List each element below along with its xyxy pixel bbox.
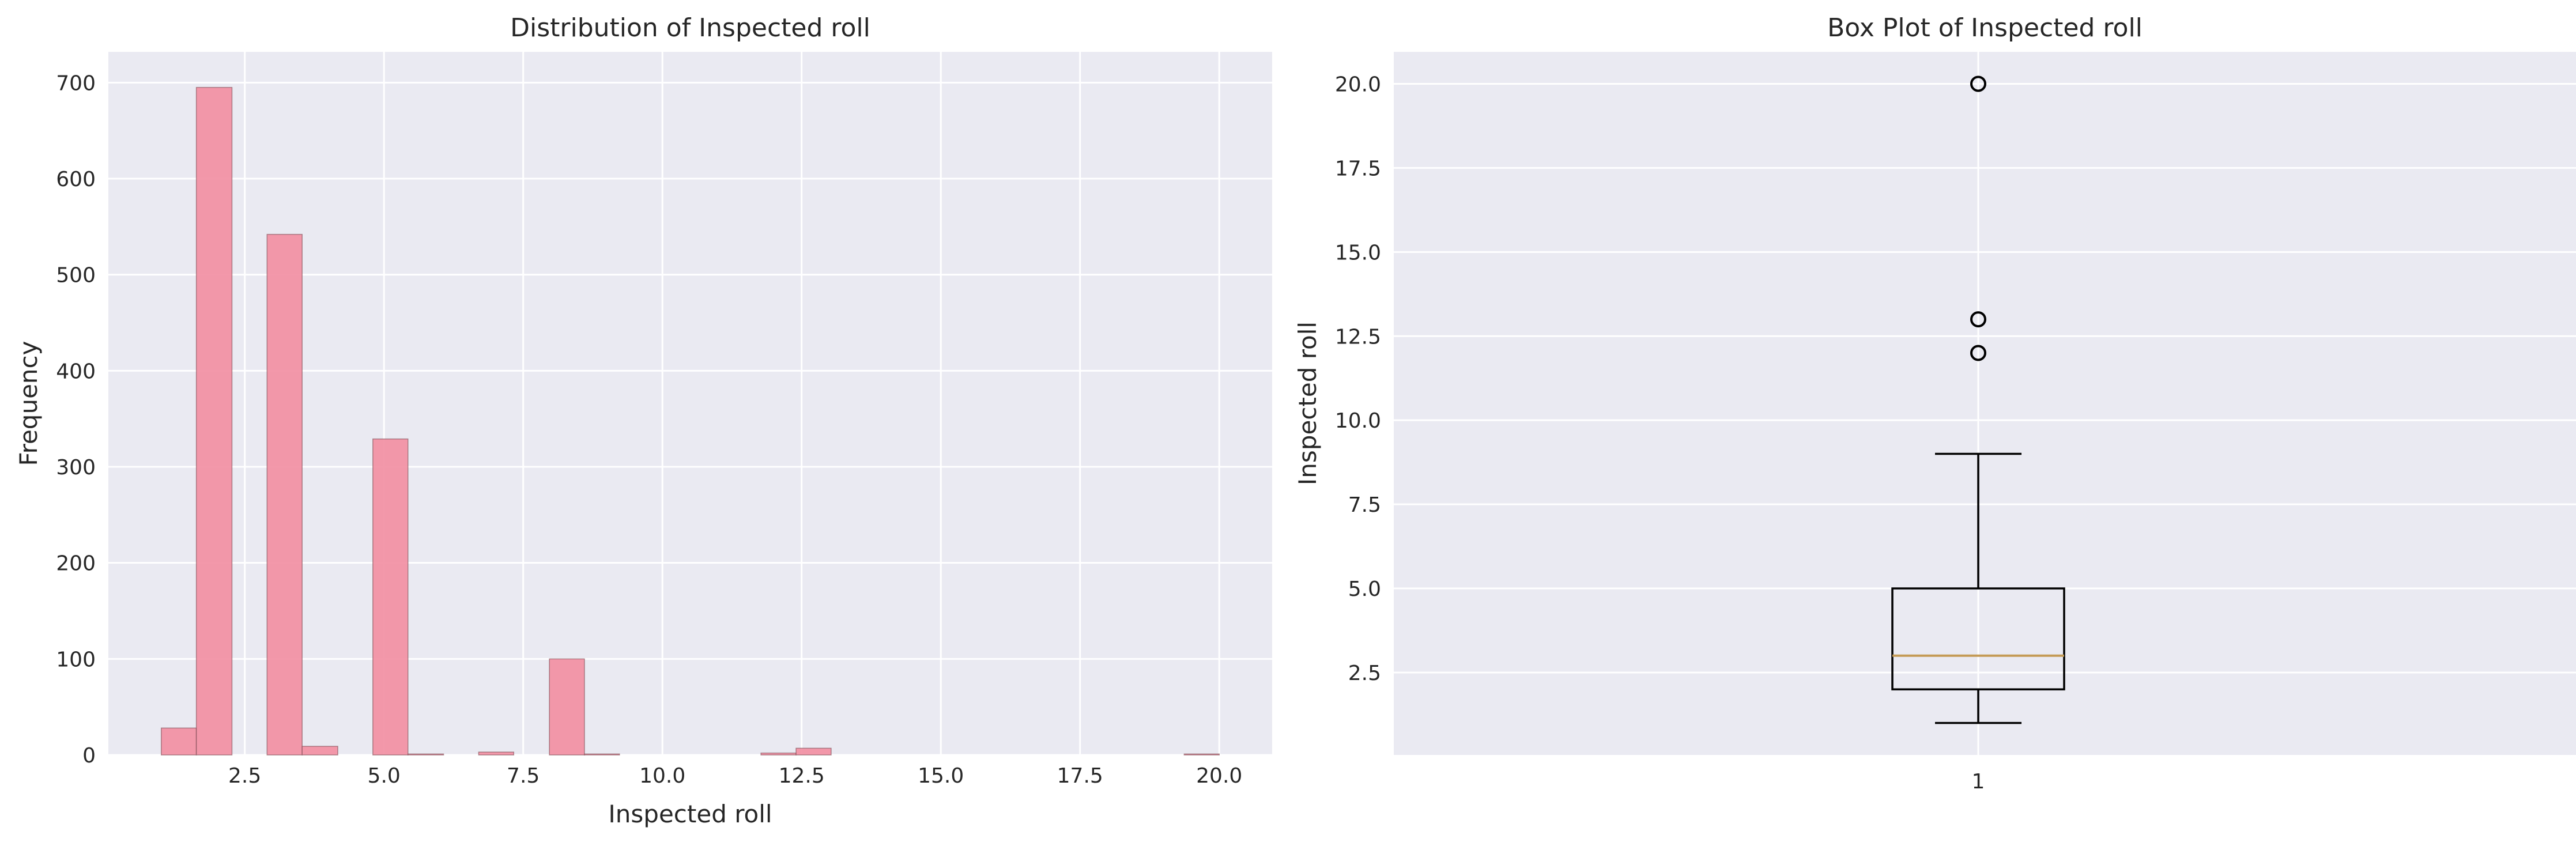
box-plot-x-tick-labels: 1 (1972, 770, 1985, 794)
box-plot-y-tick-labels: 2.5 5.0 7.5 10.0 12.5 15.0 17.5 20.0 (1335, 73, 1381, 685)
histogram-x-tick-label: 2.5 (228, 764, 261, 788)
histogram-y-tick-label: 200 (56, 552, 96, 576)
histogram-y-tick-label: 500 (56, 264, 96, 288)
histogram-y-axis-label: Frequency (14, 341, 43, 466)
box-plot-chart: 1 2.5 5.0 7.5 10.0 12.5 15.0 17.5 20.0 Box Plot… (1293, 13, 2576, 794)
box-plot-y-tick-label: 10.0 (1335, 409, 1381, 433)
box-plot-outlier (1970, 345, 1986, 361)
histogram-bar (795, 747, 832, 756)
histogram-bar (760, 752, 797, 756)
histogram-x-tick-labels: 2.5 5.0 7.5 10.0 12.5 15.0 17.5 20.0 (228, 764, 1242, 788)
box-plot-marks (1891, 75, 2065, 724)
histogram-x-tick-label: 17.5 (1057, 764, 1103, 788)
box-plot-y-tick-label: 5.0 (1348, 577, 1381, 601)
histogram-y-tick-label: 300 (56, 456, 96, 479)
histogram-x-axis-label: Inspected roll (608, 800, 772, 828)
histogram-x-tick-label: 20.0 (1196, 764, 1242, 788)
histogram-bar (584, 753, 620, 756)
histogram-bar (266, 233, 303, 756)
histogram-y-tick-label: 100 (56, 648, 96, 671)
histogram-bar (407, 753, 444, 756)
box-plot-box (1891, 587, 2065, 690)
box-plot-plot-area (1394, 52, 2576, 755)
box-plot-title: Box Plot of Inspected roll (1827, 13, 2143, 43)
histogram-x-tick-label: 12.5 (779, 764, 825, 788)
box-plot-x-tick-label: 1 (1972, 770, 1985, 794)
box-plot-y-tick-label: 7.5 (1348, 493, 1381, 517)
box-plot-outlier (1970, 75, 1986, 92)
histogram-x-tick-label: 10.0 (639, 764, 685, 788)
box-plot-y-tick-label: 12.5 (1335, 325, 1381, 349)
histogram-x-tick-label: 5.0 (368, 764, 401, 788)
histogram-x-tick-label: 15.0 (918, 764, 964, 788)
histogram-y-tick-label: 0 (82, 744, 96, 768)
histogram-y-tick-label: 600 (56, 168, 96, 191)
histogram-y-tick-label: 700 (56, 71, 96, 95)
histogram-bar (1183, 753, 1220, 756)
histogram-bar (372, 438, 409, 756)
histogram-y-tick-label: 400 (56, 360, 96, 383)
box-plot-y-tick-label: 15.0 (1335, 241, 1381, 265)
histogram-bar (161, 727, 197, 756)
histogram-bar (549, 658, 585, 756)
histogram-x-tick-label: 7.5 (507, 764, 540, 788)
histogram-bar (195, 86, 233, 756)
box-plot-y-axis-label: Inspected roll (1293, 322, 1322, 485)
histogram-chart: 2.5 5.0 7.5 10.0 12.5 15.0 17.5 20.0 0 100 200 300… (14, 13, 1272, 828)
histogram-y-tick-labels: 0 100 200 300 400 500 600 700 (56, 71, 96, 768)
box-plot-outlier (1970, 311, 1986, 328)
box-plot-y-tick-label: 17.5 (1335, 157, 1381, 180)
box-plot-y-tick-label: 20.0 (1335, 73, 1381, 96)
histogram-bar (301, 746, 338, 756)
histogram-title: Distribution of Inspected roll (510, 13, 870, 43)
histogram-bars (161, 86, 1220, 756)
box-plot-y-tick-label: 2.5 (1348, 662, 1381, 685)
histogram-bar (478, 751, 515, 756)
